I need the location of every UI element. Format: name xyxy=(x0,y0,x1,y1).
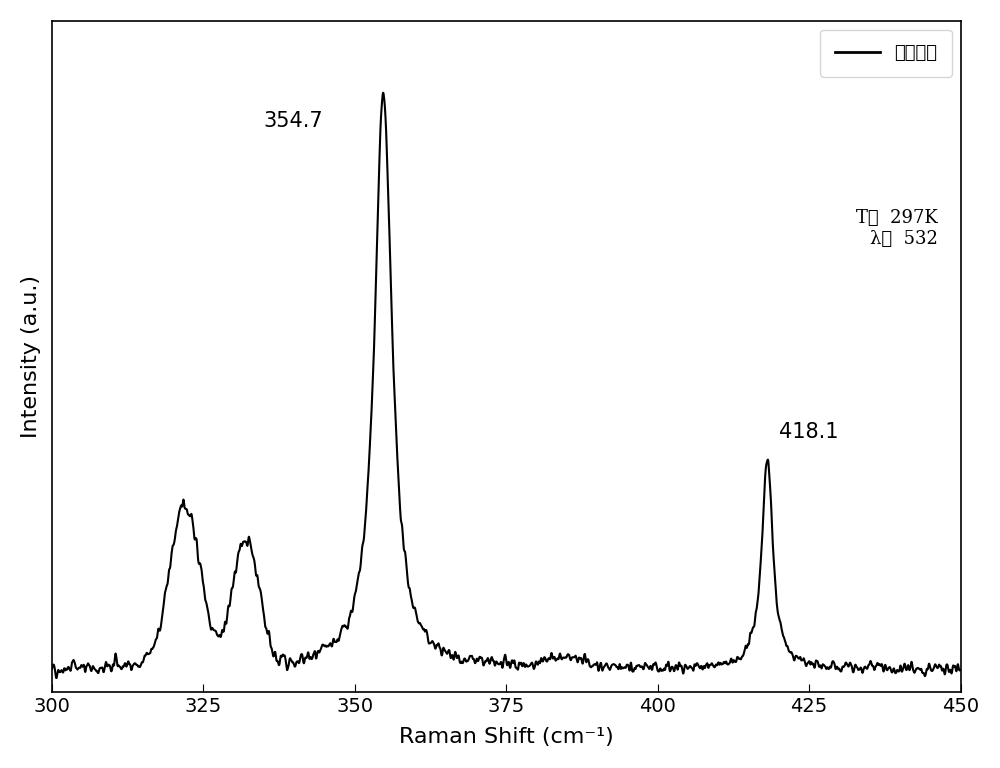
Y-axis label: Intensity (a.u.): Intensity (a.u.) xyxy=(21,275,41,438)
Text: 418.1: 418.1 xyxy=(779,422,839,442)
X-axis label: Raman Shift (cm⁻¹): Raman Shift (cm⁻¹) xyxy=(399,727,614,747)
Text: 354.7: 354.7 xyxy=(263,111,323,131)
Text: T：  297K
λ：  532: T： 297K λ： 532 xyxy=(856,209,938,247)
Legend: 二硫化錨: 二硫化錨 xyxy=(820,30,952,77)
